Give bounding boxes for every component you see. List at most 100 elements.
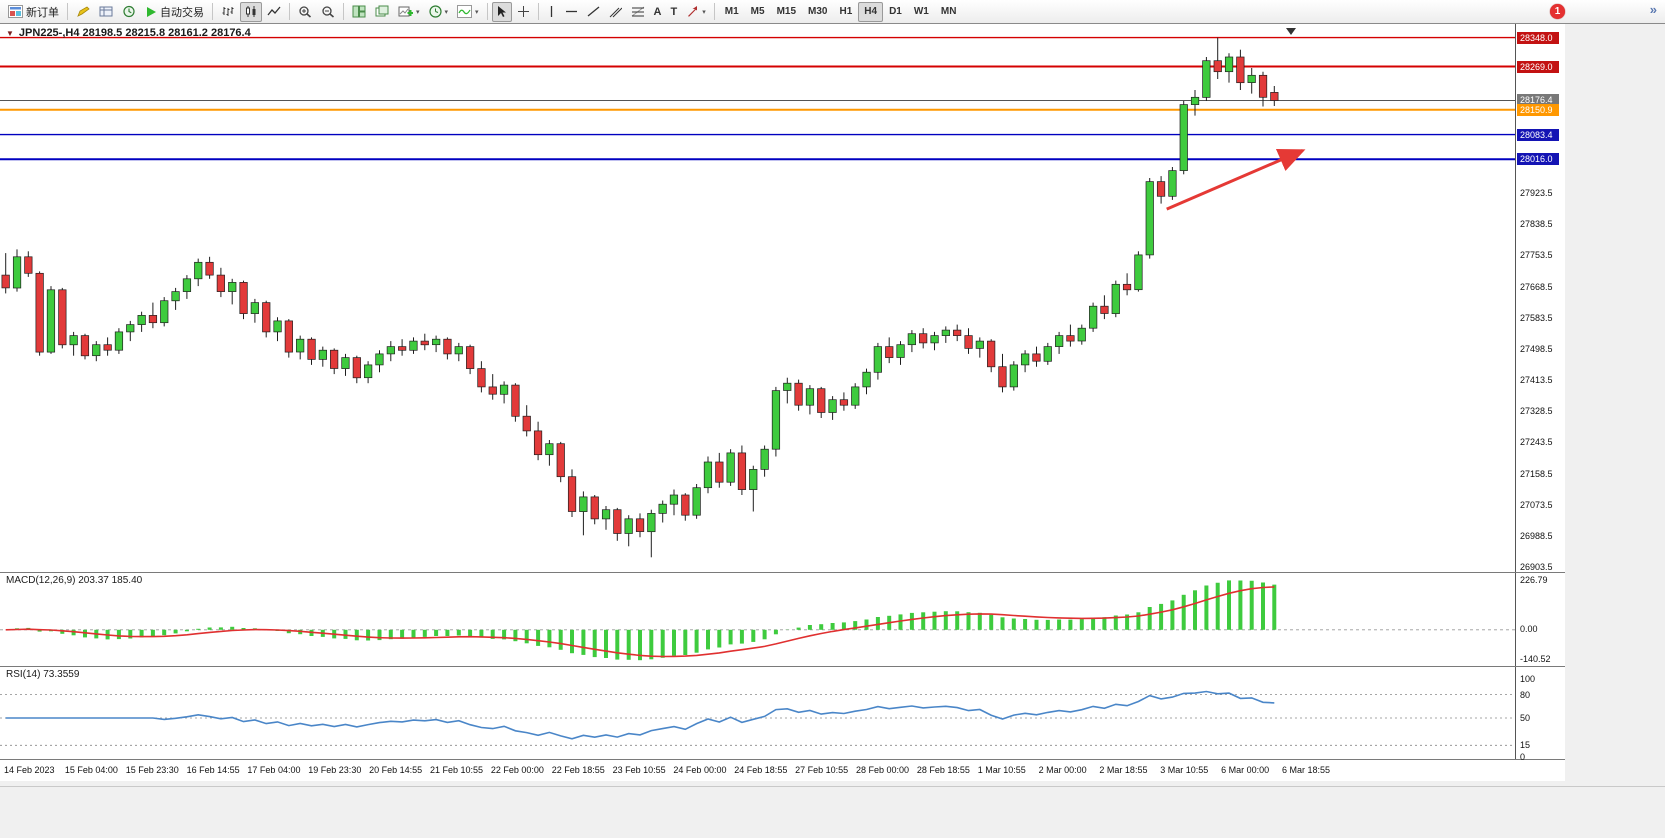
timeframe-m30-button[interactable]: M30 xyxy=(808,6,828,17)
candlestick-chart-button[interactable] xyxy=(240,1,262,22)
notification-badge[interactable]: 1 xyxy=(1550,4,1565,19)
macd-chart[interactable] xyxy=(0,573,1515,667)
timeframe-d1-button[interactable]: D1 xyxy=(889,6,902,17)
candle xyxy=(1213,60,1222,73)
price-tick: 27158.5 xyxy=(1520,468,1553,479)
candle xyxy=(1100,305,1109,314)
candle xyxy=(499,384,509,395)
new-chart-button[interactable]: ▾ xyxy=(394,2,424,22)
equidistant-channel-button[interactable] xyxy=(605,2,626,22)
macd-scale-max: 226.79 xyxy=(1520,575,1548,585)
candle xyxy=(1055,335,1064,347)
candle xyxy=(783,382,792,391)
right-margin-area xyxy=(1565,24,1665,786)
tile-windows-icon xyxy=(352,5,366,18)
one-click-trading-toggle-icon[interactable]: ▼ xyxy=(6,28,14,38)
status-area xyxy=(0,786,1665,838)
macd-panel: MACD(12,26,9) 203.37 185.40 226.79 0.00 … xyxy=(0,572,1565,666)
text-tool-button[interactable]: A xyxy=(650,2,666,22)
cascade-windows-button[interactable] xyxy=(371,2,393,22)
text-label-button[interactable]: T xyxy=(667,2,682,22)
candle xyxy=(975,340,984,349)
chevron-down-icon: ▾ xyxy=(702,8,706,16)
autotrading-button[interactable]: 自动交易 xyxy=(141,2,208,22)
timeframe-m5-button[interactable]: M5 xyxy=(750,6,765,17)
candle xyxy=(488,386,497,395)
timeframe-mn-button[interactable]: MN xyxy=(940,6,957,17)
price-tick: 27753.5 xyxy=(1520,250,1553,261)
bar-chart-button[interactable] xyxy=(217,2,239,22)
main-chart[interactable] xyxy=(0,24,1515,572)
autotrading-play-icon xyxy=(145,6,157,18)
tile-windows-button[interactable] xyxy=(348,2,370,22)
bar-chart-icon xyxy=(221,5,235,18)
candle xyxy=(103,344,112,351)
candle xyxy=(375,353,384,366)
indicators-button[interactable]: ▾ xyxy=(453,2,483,22)
price-axis[interactable]: 27923.5 27838.5 27753.5 27668.5 27583.5 27498… xyxy=(1515,24,1565,572)
new-order-button[interactable]: 新订单 xyxy=(4,2,63,22)
chart-title: ▼ JPN225-,H4 28198.5 28215.8 28161.2 281… xyxy=(6,27,251,39)
chart-stage: ▼ JPN225-,H4 28198.5 28215.8 28161.2 281… xyxy=(0,24,1565,781)
timeframe-m1-button[interactable]: M1 xyxy=(724,6,739,17)
candle xyxy=(307,338,316,360)
cursor-button[interactable] xyxy=(491,1,512,22)
zoom-out-icon xyxy=(321,5,335,18)
vertical-line-icon xyxy=(547,5,556,18)
history-center-button[interactable] xyxy=(118,2,140,22)
candle xyxy=(885,346,894,358)
candle xyxy=(601,509,611,520)
fibonacci-button[interactable] xyxy=(627,2,649,22)
rsi-scale-label: 0 xyxy=(1520,752,1526,762)
timeframe-h1-button[interactable]: H1 xyxy=(839,6,853,17)
fibonacci-icon xyxy=(631,5,645,18)
candle xyxy=(1,274,10,289)
timeframe-m15-button[interactable]: M15 xyxy=(776,6,797,17)
price-tick: 26988.5 xyxy=(1520,530,1553,541)
line-chart-button[interactable] xyxy=(263,2,285,22)
candle xyxy=(896,344,905,358)
crosshair-icon xyxy=(517,5,530,18)
candle xyxy=(262,302,271,333)
candle xyxy=(409,340,418,351)
candle xyxy=(1032,353,1041,362)
metaeditor-button[interactable] xyxy=(72,2,94,22)
candle xyxy=(182,278,192,292)
period-converter-button[interactable]: ▾ xyxy=(425,2,453,22)
price-badge-support-upper: 28083.4 xyxy=(1517,128,1559,141)
trend-arrow[interactable] xyxy=(1166,148,1306,211)
time-label: 15 Feb 04:00 xyxy=(64,765,118,775)
candle xyxy=(953,329,962,336)
time-label: 2 Mar 00:00 xyxy=(1038,765,1087,775)
candle xyxy=(511,384,520,417)
candle xyxy=(420,340,429,346)
crosshair-button[interactable] xyxy=(513,2,534,22)
time-label: 27 Feb 10:55 xyxy=(795,765,849,775)
horizontal-line-button[interactable] xyxy=(561,2,582,22)
time-axis[interactable]: 14 Feb 2023 15 Feb 04:00 15 Feb 23:30 16 Fe… xyxy=(0,759,1565,781)
rsi-label: RSI(14) 73.3559 xyxy=(6,669,80,680)
candle xyxy=(930,335,939,344)
candle xyxy=(239,282,248,314)
vertical-line-button[interactable] xyxy=(543,2,560,22)
chart-shift-marker[interactable] xyxy=(1286,28,1296,35)
trendline-button[interactable] xyxy=(583,2,604,22)
price-badge-resistance-upper: 28348.0 xyxy=(1517,31,1559,44)
zoom-out-button[interactable] xyxy=(317,2,339,22)
candle xyxy=(533,430,543,456)
timeframe-h4-button[interactable]: H4 xyxy=(858,1,884,22)
candle xyxy=(35,272,44,353)
timeframe-w1-button[interactable]: W1 xyxy=(913,6,929,17)
candle xyxy=(137,315,146,325)
toolbar-overflow-icon[interactable]: » xyxy=(1649,2,1657,17)
candle xyxy=(12,256,22,289)
candle xyxy=(148,315,158,324)
candle xyxy=(1168,170,1177,197)
candle xyxy=(1021,353,1030,366)
strategy-tester-button[interactable] xyxy=(95,2,117,22)
arrows-tool-button[interactable]: ▾ xyxy=(682,2,710,22)
rsi-chart[interactable] xyxy=(0,667,1515,760)
candle xyxy=(398,346,407,351)
zoom-in-button[interactable] xyxy=(294,2,316,22)
